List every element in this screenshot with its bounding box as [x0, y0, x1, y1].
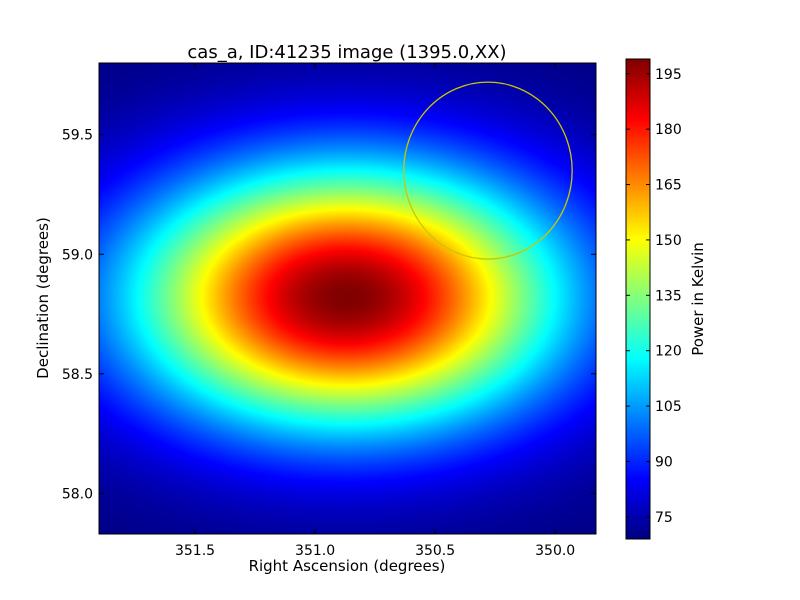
y-axis-label: Declination (degrees): [34, 217, 52, 379]
colorbar-label: Power in Kelvin: [689, 242, 707, 356]
heatmap-image: [99, 63, 596, 534]
colorbar-tick-label: 90: [655, 454, 673, 470]
colorbar-ticks: 75 90 105 120 135 150 165 180 195: [626, 67, 682, 526]
plot-area: [98, 62, 597, 535]
colorbar-gradient: [626, 59, 650, 539]
colorbar-tick-label: 120: [655, 344, 682, 360]
y-tick-label: 58.0: [62, 486, 93, 502]
colorbar-tick-label: 150: [655, 233, 682, 249]
x-tick-label: 350.0: [535, 543, 575, 559]
y-tick-label: 59.5: [62, 128, 93, 144]
annotation-circle: [403, 81, 573, 260]
x-axis: 351.5 351.0 350.5 350.0: [175, 63, 575, 559]
x-tick-label: 350.5: [415, 543, 455, 559]
colorbar-tick-label: 75: [655, 510, 673, 526]
y-tick-label: 59.0: [62, 247, 93, 263]
colorbar-tick-label: 135: [655, 288, 682, 304]
colorbar-tick-label: 195: [655, 67, 682, 83]
y-axis: 58.0 58.5 59.0 59.5: [62, 128, 596, 502]
colorbar-frame: [625, 58, 651, 540]
x-tick-label: 351.0: [295, 543, 335, 559]
colorbar-tick-label: 105: [655, 399, 682, 415]
x-tick-label: 351.5: [175, 543, 215, 559]
colorbar-tick-label: 165: [655, 178, 682, 194]
colorbar-tick-label: 180: [655, 122, 682, 138]
chart-title: cas_a, ID:41235 image (1395.0,XX): [187, 42, 506, 63]
x-axis-label: Right Ascension (degrees): [249, 557, 446, 575]
annotation-layer: [403, 81, 573, 260]
y-tick-label: 58.5: [62, 367, 93, 383]
colorbar: 75 90 105 120 135 150 165 180 195 Power in Kelvi…: [625, 58, 707, 540]
plot-frame: [98, 62, 597, 535]
